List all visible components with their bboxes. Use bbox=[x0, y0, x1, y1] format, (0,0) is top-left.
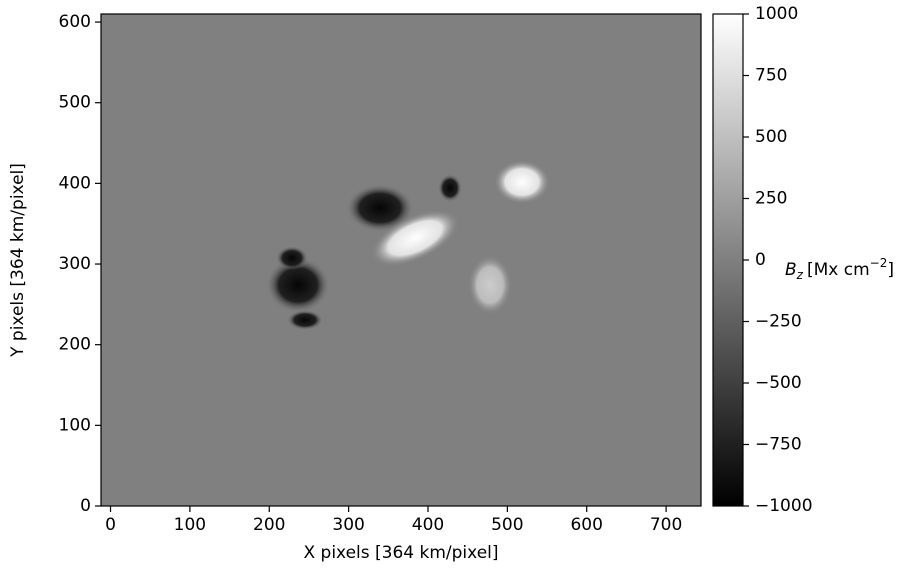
colorbar-label-subscript: z bbox=[796, 268, 804, 282]
x-tick-label: 100 bbox=[174, 515, 206, 535]
spot bbox=[494, 160, 550, 204]
axes-frame bbox=[100, 13, 702, 507]
colorbar-label-exponent: −2 bbox=[870, 256, 888, 270]
colorbar-tick-label: 250 bbox=[755, 189, 787, 209]
x-tick-label: 500 bbox=[491, 515, 523, 535]
x-tick-label: 200 bbox=[253, 515, 285, 535]
y-axis-label: Y pixels [364 km/pixel] bbox=[8, 163, 28, 358]
x-tick-label: 700 bbox=[650, 515, 682, 535]
spot bbox=[468, 255, 512, 315]
colorbar-tick-label: 750 bbox=[755, 66, 787, 86]
colorbar-tick-label: −750 bbox=[755, 435, 802, 455]
spot bbox=[370, 209, 460, 267]
y-tick-label: 600 bbox=[59, 12, 91, 32]
colorbar-label-close: ] bbox=[887, 260, 894, 280]
spot bbox=[287, 310, 323, 330]
y-tick-label: 200 bbox=[59, 335, 91, 355]
spot bbox=[438, 174, 462, 202]
colorbar-label: Bz [Mx cm−2] bbox=[785, 256, 894, 282]
x-tick-label: 300 bbox=[332, 515, 364, 535]
colorbar-tick-label: 1000 bbox=[755, 4, 798, 24]
colorbar-label-unit: [Mx cm bbox=[807, 260, 870, 280]
spot bbox=[276, 246, 308, 270]
colorbar bbox=[712, 13, 744, 507]
x-tick-label: 400 bbox=[412, 515, 444, 535]
colorbar-tick-label: 500 bbox=[755, 127, 787, 147]
x-axis-label: X pixels [364 km/pixel] bbox=[303, 543, 498, 563]
x-tick-label: 600 bbox=[570, 515, 602, 535]
y-tick-label: 0 bbox=[80, 496, 91, 516]
colorbar-tick-label: −1000 bbox=[755, 496, 813, 516]
spot bbox=[266, 257, 330, 313]
colorbar-tick-label: 0 bbox=[755, 250, 766, 270]
colorbar-label-symbol: B bbox=[785, 260, 797, 280]
y-tick-label: 100 bbox=[59, 415, 91, 435]
magnetogram bbox=[101, 14, 701, 506]
y-tick-label: 300 bbox=[59, 254, 91, 274]
colorbar-tick-label: −500 bbox=[755, 373, 802, 393]
x-tick-label: 0 bbox=[105, 515, 116, 535]
colorbar-tick-label: −250 bbox=[755, 312, 802, 332]
y-tick-label: 500 bbox=[59, 93, 91, 113]
spot bbox=[346, 184, 414, 232]
y-tick-label: 400 bbox=[59, 173, 91, 193]
